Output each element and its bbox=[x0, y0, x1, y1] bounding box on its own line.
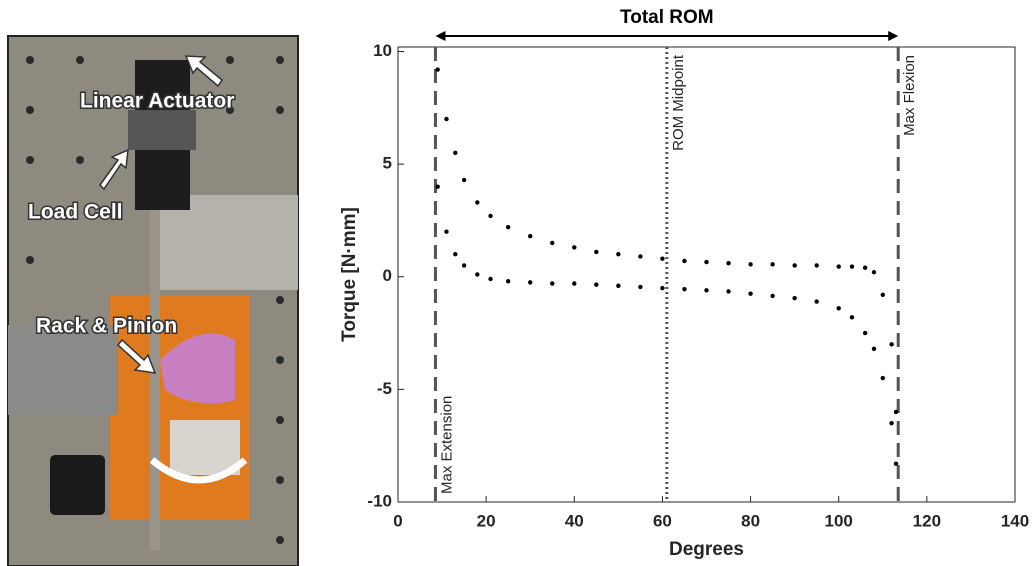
x-tick-label: 60 bbox=[653, 511, 672, 530]
sensor-box bbox=[50, 455, 105, 515]
point bbox=[638, 284, 643, 290]
x-tick-label: 0 bbox=[393, 511, 402, 530]
point bbox=[770, 262, 775, 267]
point bbox=[572, 281, 577, 286]
reference-label: ROM Midpoint bbox=[670, 54, 687, 151]
point bbox=[453, 150, 458, 156]
point bbox=[528, 280, 533, 285]
x-axis-label: Degrees bbox=[669, 539, 744, 560]
point bbox=[682, 286, 687, 292]
point bbox=[792, 295, 797, 301]
point bbox=[475, 200, 480, 205]
point bbox=[550, 240, 555, 246]
motor bbox=[8, 325, 118, 415]
x-tick-label: 140 bbox=[1001, 511, 1029, 530]
point bbox=[461, 177, 467, 183]
point bbox=[505, 279, 511, 284]
point bbox=[572, 245, 577, 250]
point bbox=[889, 420, 894, 426]
y-axis-label: Torque [N·mm] bbox=[339, 207, 360, 342]
photo: Linear Actuator Load Cell Rack & Pinion bbox=[7, 35, 299, 566]
point bbox=[726, 261, 731, 266]
x-tick-label: 80 bbox=[741, 511, 760, 530]
reference-label: Max Flexion bbox=[901, 55, 918, 136]
x-tick-label: 100 bbox=[825, 511, 853, 530]
plot-area bbox=[397, 46, 1016, 503]
point bbox=[849, 264, 855, 269]
specimen bbox=[160, 333, 235, 404]
point bbox=[849, 315, 855, 320]
point bbox=[444, 116, 449, 122]
point bbox=[748, 291, 753, 296]
x-tick-label: 120 bbox=[913, 511, 941, 530]
point bbox=[704, 288, 709, 293]
point bbox=[871, 270, 877, 275]
point bbox=[836, 264, 841, 269]
point bbox=[475, 272, 480, 277]
point bbox=[461, 263, 467, 268]
point bbox=[726, 289, 731, 294]
load-cell bbox=[128, 110, 196, 150]
pegboard-holes bbox=[26, 56, 284, 544]
photo-label: Linear Actuator bbox=[80, 90, 234, 113]
gear-block bbox=[170, 420, 240, 475]
chart: 0 20 40 60 80 100 120 140 -10 -5 0 5 10 Degrees Torque… bbox=[339, 7, 1029, 560]
point bbox=[893, 461, 899, 466]
point bbox=[871, 346, 877, 352]
rotation-arrow bbox=[149, 457, 248, 484]
reference-label: Max Extension bbox=[438, 396, 455, 494]
point bbox=[435, 184, 440, 189]
pointer-arrows bbox=[99, 55, 224, 374]
point bbox=[889, 342, 894, 347]
point bbox=[638, 254, 643, 259]
point bbox=[453, 252, 458, 257]
y-tick-label: -10 bbox=[367, 491, 392, 510]
x-tick-label: 20 bbox=[477, 511, 496, 530]
point bbox=[880, 292, 885, 297]
point bbox=[862, 330, 868, 336]
photo-label: Rack & Pinion bbox=[36, 315, 177, 338]
y-tick-label: 0 bbox=[383, 266, 392, 285]
point bbox=[435, 67, 440, 72]
point bbox=[594, 282, 599, 287]
point bbox=[748, 262, 753, 267]
point bbox=[862, 265, 868, 270]
chart-title: Total ROM bbox=[620, 7, 714, 28]
photo-label: Load Cell bbox=[28, 201, 123, 224]
point bbox=[893, 409, 899, 415]
point bbox=[682, 258, 687, 264]
point bbox=[505, 224, 511, 230]
point bbox=[880, 375, 885, 381]
y-tick-label: 10 bbox=[373, 41, 392, 60]
rack bbox=[150, 210, 160, 550]
point bbox=[550, 281, 555, 286]
point bbox=[704, 259, 709, 265]
point bbox=[814, 263, 819, 268]
point bbox=[488, 213, 493, 219]
point bbox=[444, 229, 449, 234]
point bbox=[616, 283, 621, 288]
point bbox=[594, 249, 599, 255]
y-tick-label: -5 bbox=[377, 379, 392, 398]
point bbox=[660, 256, 665, 261]
point bbox=[836, 306, 841, 311]
tape bbox=[110, 295, 250, 520]
point bbox=[814, 299, 819, 304]
point bbox=[488, 276, 493, 282]
point bbox=[770, 293, 775, 299]
point bbox=[616, 252, 621, 257]
point bbox=[660, 285, 665, 291]
metal-plate bbox=[150, 195, 298, 290]
x-tick-label: 40 bbox=[565, 511, 584, 530]
y-tick-label: 5 bbox=[383, 154, 392, 173]
point bbox=[528, 234, 533, 239]
point bbox=[792, 263, 797, 268]
